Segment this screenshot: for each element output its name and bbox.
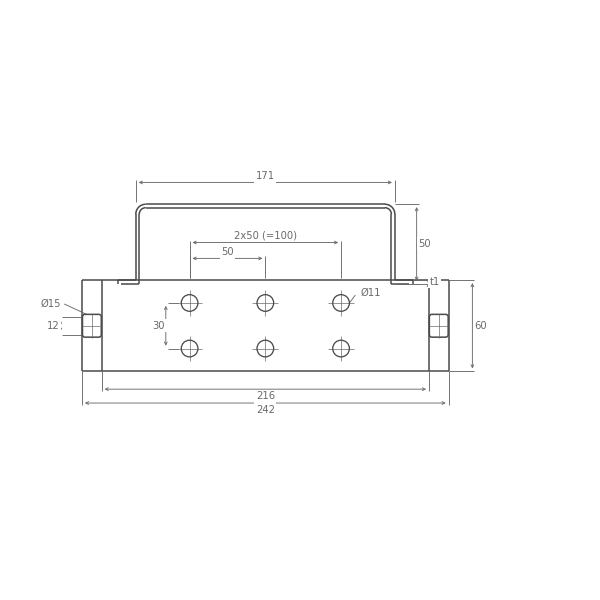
FancyBboxPatch shape	[82, 314, 101, 337]
Text: 12: 12	[47, 321, 59, 331]
FancyBboxPatch shape	[430, 314, 448, 337]
Text: 50: 50	[418, 239, 431, 249]
Text: 60: 60	[474, 321, 487, 331]
Text: 2x50 (=100): 2x50 (=100)	[234, 230, 297, 241]
Text: Ø11: Ø11	[361, 288, 382, 298]
Text: 171: 171	[256, 172, 275, 181]
Text: 242: 242	[256, 405, 275, 415]
Text: 216: 216	[256, 391, 275, 401]
Text: 50: 50	[221, 247, 234, 257]
Text: 30: 30	[152, 321, 165, 331]
Text: Ø15: Ø15	[40, 299, 61, 309]
Text: t1: t1	[430, 277, 440, 287]
